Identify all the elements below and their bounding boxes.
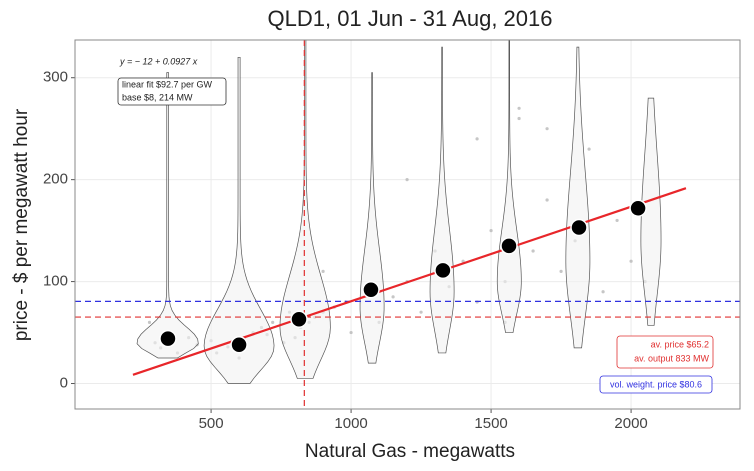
y-axis-label: price - $ per megawatt hour — [11, 108, 32, 341]
violin — [640, 97, 662, 326]
scatter-point — [349, 330, 353, 335]
scatter-point — [545, 198, 549, 202]
x-tick-label: 1500 — [474, 415, 507, 432]
scatter-point — [147, 320, 152, 324]
vwap-box-line: vol. weight. price $80.6 — [610, 379, 702, 389]
scatter-point — [587, 147, 591, 151]
violin — [565, 46, 591, 349]
mean-point — [159, 329, 177, 348]
average-box-line: av. price $65.2 — [651, 339, 709, 349]
fit-box-line: linear fit $92.7 per GW — [122, 79, 213, 89]
scatter-point — [517, 116, 521, 121]
scatter-point — [419, 310, 423, 314]
panel-border — [74, 39, 741, 410]
fit-box — [117, 77, 227, 106]
scatter-point — [321, 269, 325, 273]
equation: y = − 12 + 0.0927 x — [119, 56, 198, 66]
chart-title: QLD1, 01 Jun - 31 Aug, 2016 — [268, 6, 553, 31]
violin — [496, 40, 522, 333]
mean-point — [570, 218, 588, 237]
fit-box-line: base $8, 214 MW — [122, 92, 193, 102]
plot-area: 500 1000 1500 2000 0 100 200 300 — [43, 39, 741, 432]
vwap-box — [599, 375, 713, 394]
mean-point — [500, 237, 518, 255]
fit-line — [132, 187, 687, 376]
violin — [203, 56, 275, 384]
scatter-point — [461, 259, 465, 263]
scatter-point — [615, 218, 619, 223]
mean-point — [290, 310, 308, 329]
scatter-point — [475, 137, 479, 141]
x-tick-label: 2000 — [614, 415, 647, 432]
x-tick-label: 500 — [199, 415, 224, 432]
violin — [136, 72, 199, 359]
y-tick-label: 300 — [43, 69, 68, 86]
scatter-point — [391, 295, 395, 299]
annotations: y = − 12 + 0.0927 x linear fit $92.7 per… — [117, 56, 714, 394]
y-tick-label: 100 — [43, 273, 68, 290]
scatter-point — [517, 106, 521, 110]
scatter-point — [629, 259, 633, 263]
mean-point — [629, 199, 647, 217]
scatter-point — [531, 249, 535, 253]
data-layer — [75, 40, 740, 409]
scatter-point — [405, 178, 409, 182]
scatter-point — [559, 269, 563, 273]
mean-point — [434, 261, 452, 280]
scatter-point — [489, 229, 493, 233]
scatter-point — [545, 127, 549, 131]
x-axis-label: Natural Gas - megawatts — [305, 441, 515, 462]
average-box — [616, 335, 714, 369]
violin — [279, 40, 331, 379]
scatter-point — [601, 290, 605, 294]
mean-point — [362, 280, 380, 299]
mean-point — [230, 336, 248, 354]
y-tick-label: 0 — [60, 374, 68, 391]
y-tick-label: 200 — [43, 171, 68, 188]
average-box-line: av. output 833 MW — [634, 353, 709, 363]
scatter-point — [271, 320, 275, 324]
x-tick-label: 1000 — [334, 415, 367, 432]
